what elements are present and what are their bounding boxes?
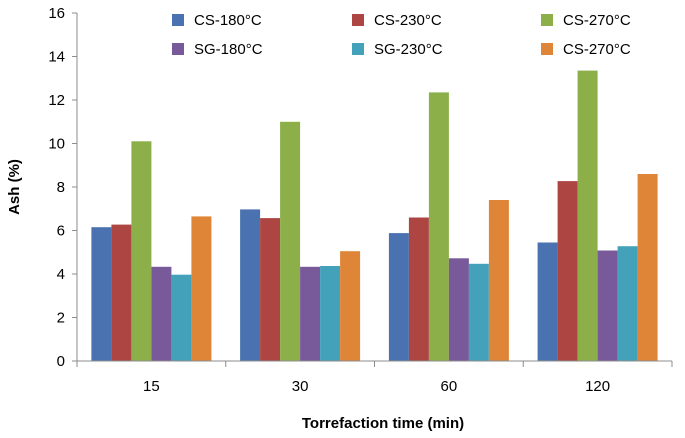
axes-layer: 0 2 4 6 8 10 12 14 16 15 30 60 120: [48, 5, 673, 395]
bar-series-3-cat-60: [428, 92, 449, 362]
x-axis-title: Torrefaction time (min): [302, 415, 464, 432]
bar-series-3-cat-120: [577, 70, 598, 361]
bar-series-6-cat-30: [340, 251, 361, 361]
x-tick-label: 15: [143, 378, 160, 395]
bar-series-4-cat-60: [448, 258, 469, 361]
bar-series-4-cat-30: [300, 266, 321, 361]
x-tick-label: 30: [292, 378, 309, 395]
bar-series-2-cat-30: [260, 218, 281, 361]
y-tick-label: 4: [57, 266, 65, 283]
legend-item: SG-180°C: [172, 41, 263, 58]
x-tick-label: 60: [441, 378, 458, 395]
legend-swatch: [541, 43, 553, 55]
legend-label: SG-230°C: [374, 41, 443, 58]
legend: CS-180°C CS-230°C CS-270°C SG-180°C SG-230°C…: [172, 12, 631, 58]
bar-series-1-cat-120: [537, 242, 558, 361]
legend-item: CS-270°C: [541, 41, 631, 58]
y-tick-label: 12: [48, 92, 65, 109]
bar-series-6-cat-15: [191, 216, 212, 361]
legend-label: SG-180°C: [194, 41, 263, 58]
bar-series-1-cat-60: [388, 233, 409, 361]
bar-series-5-cat-30: [320, 266, 341, 361]
y-tick-label: 14: [48, 49, 65, 66]
bar-series-6-cat-120: [637, 174, 658, 361]
bar-series-5-cat-120: [617, 246, 638, 361]
bar-series-5-cat-60: [468, 263, 489, 361]
legend-item: CS-270°C: [541, 12, 631, 29]
legend-item: CS-230°C: [352, 12, 442, 29]
y-axis-title: Ash (%): [6, 159, 23, 215]
bar-series-6-cat-60: [488, 200, 509, 361]
legend-swatch: [172, 14, 184, 26]
bar-series-3-cat-15: [131, 141, 152, 361]
bar-series-1-cat-30: [240, 209, 261, 361]
legend-item: CS-180°C: [172, 12, 262, 29]
y-tick-label: 10: [48, 136, 65, 153]
legend-label: CS-270°C: [563, 41, 631, 58]
legend-swatch: [352, 14, 364, 26]
legend-swatch: [172, 43, 184, 55]
legend-label: CS-180°C: [194, 12, 262, 29]
y-tick-label: 8: [57, 179, 65, 196]
x-tick-label: 120: [585, 378, 610, 395]
legend-label: CS-270°C: [563, 12, 631, 29]
bar-series-2-cat-60: [408, 217, 429, 361]
bar-series-3-cat-30: [280, 121, 301, 362]
bar-series-1-cat-15: [91, 227, 112, 361]
y-tick-label: 6: [57, 223, 65, 240]
bar-series-4-cat-15: [151, 266, 172, 361]
y-tick-label: 2: [57, 310, 65, 327]
bar-series-4-cat-120: [597, 250, 618, 361]
legend-item: SG-230°C: [352, 41, 443, 58]
bar-series-2-cat-15: [111, 224, 132, 361]
legend-swatch: [352, 43, 364, 55]
legend-label: CS-230°C: [374, 12, 442, 29]
legend-swatch: [541, 14, 553, 26]
y-tick-label: 0: [57, 353, 65, 370]
bar-series-2-cat-120: [557, 181, 578, 361]
bars-layer: [91, 70, 658, 362]
y-tick-label: 16: [48, 5, 65, 22]
bar-series-5-cat-15: [171, 274, 192, 361]
